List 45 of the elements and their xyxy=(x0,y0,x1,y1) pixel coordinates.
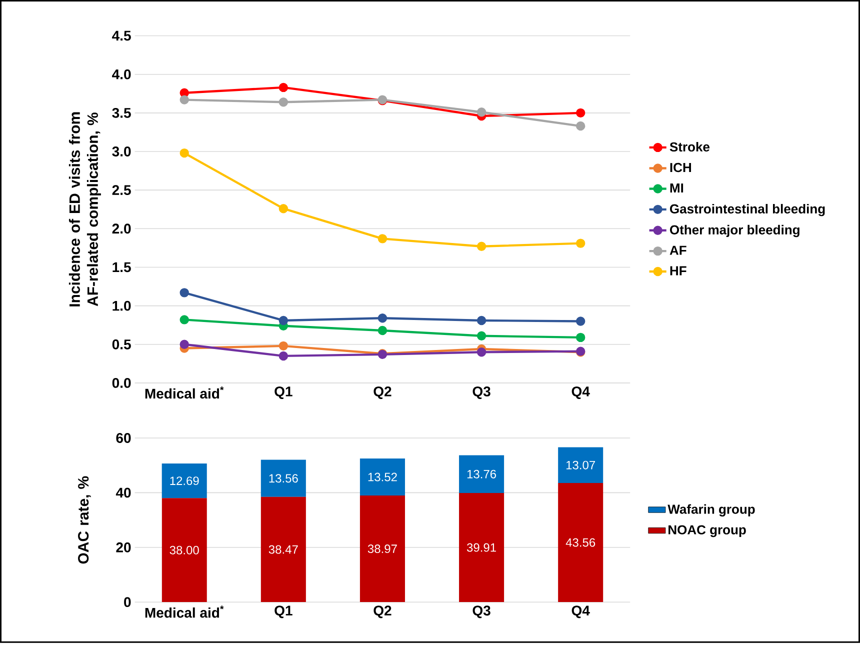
y-axis-title: OAC rate, % xyxy=(78,476,91,564)
legend-label: ICH xyxy=(670,162,691,172)
legend-label: AF xyxy=(670,246,686,255)
data-label: 13.56 xyxy=(269,474,298,482)
x-tick-label: Q3 xyxy=(472,605,490,618)
x-tick-label: Q4 xyxy=(572,386,590,399)
x-tick-label: Q2 xyxy=(374,386,392,399)
y-axis-title: Incidence of ED visits from AF-related complication, % xyxy=(68,112,101,306)
x-tick-label: Q4 xyxy=(572,605,590,618)
legend-label: Stroke xyxy=(670,142,710,152)
y-tick-label: 4.5 xyxy=(112,30,131,40)
data-label: 38.97 xyxy=(368,544,397,553)
y-tick-label: 60 xyxy=(116,432,131,443)
y-tick-label: 0.5 xyxy=(112,339,131,350)
data-label: 12.69 xyxy=(170,476,199,485)
x-tick-label: Q1 xyxy=(274,605,292,618)
y-tick-label: 0 xyxy=(124,596,131,607)
data-label: 38.00 xyxy=(170,546,199,554)
x-tick-label: Q3 xyxy=(472,386,490,399)
data-label: 43.56 xyxy=(566,538,596,547)
y-tick-label: 20 xyxy=(116,542,131,552)
legend-label: Wafarin group xyxy=(668,504,755,516)
x-tick-label: Medical aid$^{*}$ xyxy=(145,605,224,618)
legend-label: Other major bleeding xyxy=(670,224,800,237)
legend-label: HF xyxy=(670,266,686,276)
y-tick-label: 4.0 xyxy=(112,69,131,80)
data-label: 13.52 xyxy=(368,472,397,482)
legend-label: MI xyxy=(670,183,684,192)
y-tick-label: 2.0 xyxy=(112,223,131,234)
legend-label: Gastrointestinal bleeding xyxy=(670,204,825,216)
data-label: 13.07 xyxy=(566,460,596,470)
y-tick-label: 1.0 xyxy=(112,300,131,311)
data-label: 38.47 xyxy=(268,545,298,554)
x-tick-label: Q1 xyxy=(274,386,292,399)
y-tick-label: 2.5 xyxy=(112,184,131,195)
y-tick-label: 3.5 xyxy=(112,108,131,118)
x-tick-label: Medical aid$^{*}$ xyxy=(145,386,224,398)
y-tick-label: 3.0 xyxy=(112,146,131,156)
y-tick-label: 1.5 xyxy=(112,262,131,272)
y-tick-label: 40 xyxy=(116,488,131,498)
y-tick-label: 0.0 xyxy=(112,378,131,388)
legend-label: NOAC group xyxy=(668,524,746,537)
x-tick-label: Q2 xyxy=(374,605,392,618)
data-label: 13.76 xyxy=(467,470,496,478)
data-label: 39.91 xyxy=(466,543,496,552)
